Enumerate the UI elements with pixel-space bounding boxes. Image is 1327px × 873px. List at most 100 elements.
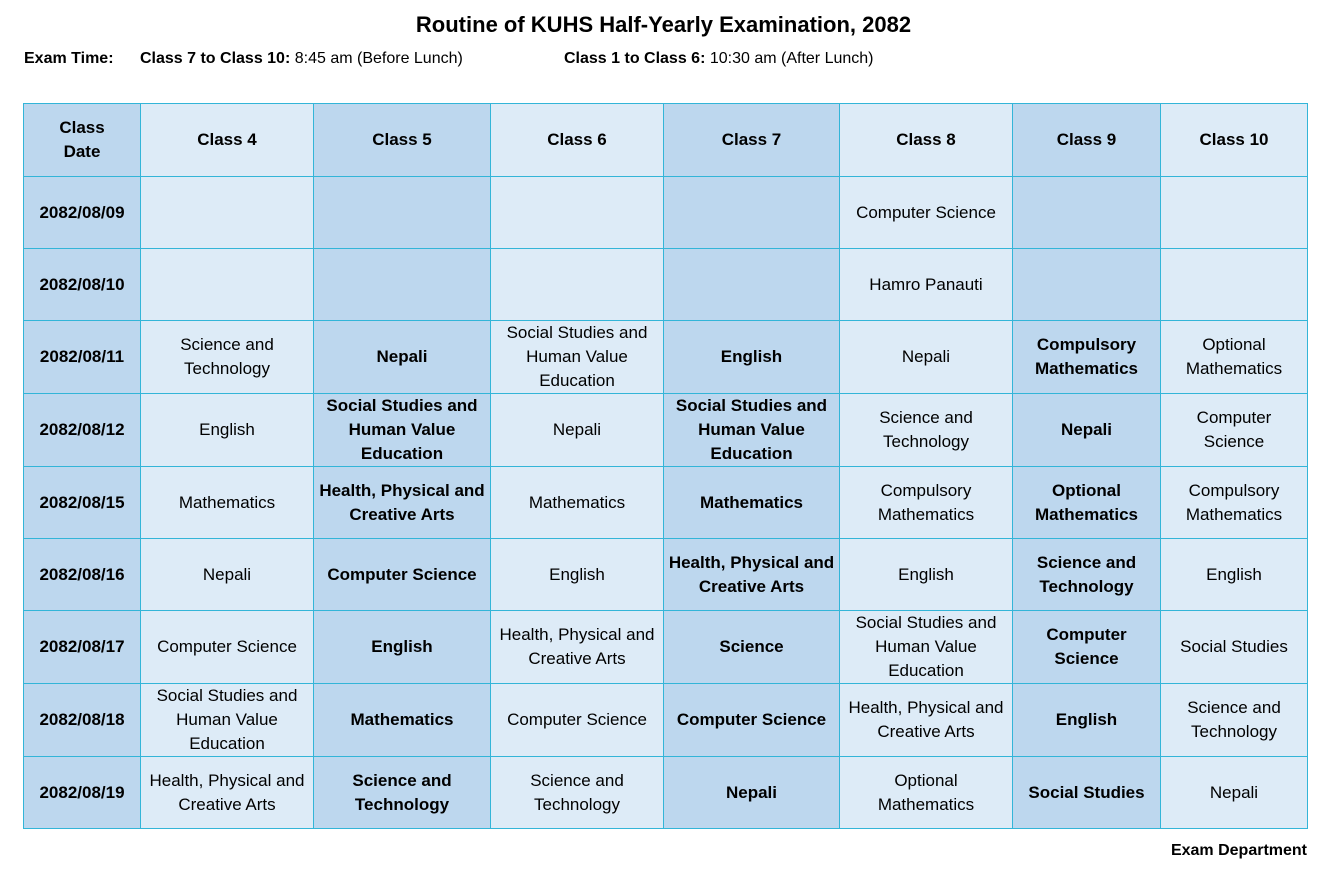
subject-cell: [140, 248, 314, 321]
corner-class: Class: [59, 118, 105, 137]
subject-cell: [490, 248, 664, 321]
subject-cell: Computer Science: [140, 610, 314, 684]
table-row: 2082/08/10 Hamro Panauti: [23, 248, 1308, 321]
group1-time: 8:45 am (Before Lunch): [294, 50, 463, 67]
subject-cell: [1160, 176, 1308, 249]
date-cell: 2082/08/10: [23, 248, 141, 321]
page-title: Routine of KUHS Half-Yearly Examination,…: [415, 12, 912, 37]
subject-cell: Nepali: [1160, 756, 1308, 829]
subject-cell: Computer Science: [1012, 610, 1161, 684]
subject-cell: English: [490, 538, 664, 611]
subject-cell: [663, 176, 840, 249]
subject-cell: Science: [663, 610, 840, 684]
group2-label: Class 1 to Class 6:: [564, 50, 706, 67]
date-cell: 2082/08/11: [23, 320, 141, 394]
subject-cell: Computer Science: [313, 538, 491, 611]
subject-cell: Optional Mathematics: [1160, 320, 1308, 394]
subject-cell: [490, 176, 664, 249]
subject-cell: [140, 176, 314, 249]
group2-time: 10:30 am (After Lunch): [709, 50, 874, 67]
exam-time-label: Exam Time:: [24, 50, 114, 67]
subject-cell: Computer Science: [1160, 393, 1308, 467]
subject-cell: Science and Technology: [140, 320, 314, 394]
subject-cell: Health, Physical and Creative Arts: [490, 610, 664, 684]
subject-cell: Science and Technology: [313, 756, 491, 829]
subject-cell: Social Studies and Human Value Education: [663, 393, 840, 467]
subject-cell: Health, Physical and Creative Arts: [140, 756, 314, 829]
subject-cell: English: [839, 538, 1013, 611]
subject-cell: Optional Mathematics: [839, 756, 1013, 829]
subject-cell: Science and Technology: [839, 393, 1013, 467]
subject-cell: Compulsory Mathematics: [839, 466, 1013, 539]
table-row: 2082/08/18 Social Studies and Human Value…: [23, 683, 1308, 757]
subject-cell: [1012, 248, 1161, 321]
date-cell: 2082/08/16: [23, 538, 141, 611]
subject-cell: Computer Science: [839, 176, 1013, 249]
subject-cell: [1160, 248, 1308, 321]
subject-cell: English: [1012, 683, 1161, 757]
subject-cell: Social Studies: [1160, 610, 1308, 684]
subject-cell: Optional Mathematics: [1012, 466, 1161, 539]
subject-cell: Mathematics: [663, 466, 840, 539]
subject-cell: English: [663, 320, 840, 394]
date-cell: 2082/08/17: [23, 610, 141, 684]
subject-cell: Compulsory Mathematics: [1160, 466, 1308, 539]
subject-cell: Mathematics: [490, 466, 664, 539]
subject-cell: Nepali: [313, 320, 491, 394]
subject-cell: Mathematics: [313, 683, 491, 757]
group1-label: Class 7 to Class 10:: [139, 50, 291, 67]
subject-cell: Social Studies: [1012, 756, 1161, 829]
subject-cell: Hamro Panauti: [839, 248, 1013, 321]
column-header: Class 6: [490, 103, 664, 177]
column-header: Class 10: [1160, 103, 1308, 177]
column-header: Class 4: [140, 103, 314, 177]
subject-cell: English: [313, 610, 491, 684]
subject-cell: [313, 248, 491, 321]
date-cell: 2082/08/12: [23, 393, 141, 467]
subject-cell: Nepali: [490, 393, 664, 467]
subject-cell: Social Studies and Human Value Education: [839, 610, 1013, 684]
subject-cell: Health, Physical and Creative Arts: [839, 683, 1013, 757]
subject-cell: English: [140, 393, 314, 467]
table-row: 2082/08/16 Nepali Computer Science English H…: [23, 538, 1308, 611]
exam-time: Exam Time: Class 7 to Class 10: 8:45 am …: [24, 50, 874, 68]
subject-cell: Nepali: [140, 538, 314, 611]
table-row: 2082/08/15 Mathematics Health, Physical an…: [23, 466, 1308, 539]
subject-cell: Social Studies and Human Value Education: [140, 683, 314, 757]
column-header: Class 8: [839, 103, 1013, 177]
subject-cell: Mathematics: [140, 466, 314, 539]
column-header: Class 5: [313, 103, 491, 177]
header-class-date: Class Date: [23, 103, 141, 177]
subject-cell: Science and Technology: [1160, 683, 1308, 757]
subject-cell: Computer Science: [490, 683, 664, 757]
subject-cell: Science and Technology: [1012, 538, 1161, 611]
table-row: 2082/08/09 Computer Science: [23, 176, 1308, 249]
subject-cell: Social Studies and Human Value Education: [313, 393, 491, 467]
column-header: Class 9: [1012, 103, 1161, 177]
date-cell: 2082/08/18: [23, 683, 141, 757]
table-row: 2082/08/11 Science and Technology Nepali So…: [23, 320, 1308, 394]
subject-cell: Health, Physical and Creative Arts: [313, 466, 491, 539]
table-row: 2082/08/19 Health, Physical and Creative …: [23, 756, 1308, 829]
subject-cell: Social Studies and Human Value Education: [490, 320, 664, 394]
subject-cell: [663, 248, 840, 321]
date-cell: 2082/08/15: [23, 466, 141, 539]
subject-cell: Nepali: [1012, 393, 1161, 467]
table-row: 2082/08/17 Computer Science English Health,…: [23, 610, 1308, 684]
date-cell: 2082/08/09: [23, 176, 141, 249]
subject-cell: Nepali: [839, 320, 1013, 394]
subject-cell: [313, 176, 491, 249]
table-row: 2082/08/12 English Social Studies and Huma…: [23, 393, 1308, 467]
date-cell: 2082/08/19: [23, 756, 141, 829]
subject-cell: [1012, 176, 1161, 249]
footer-signature: Exam Department: [1170, 842, 1307, 859]
column-header: Class 7: [663, 103, 840, 177]
subject-cell: Science and Technology: [490, 756, 664, 829]
subject-cell: Compulsory Mathematics: [1012, 320, 1161, 394]
subject-cell: Health, Physical and Creative Arts: [663, 538, 840, 611]
subject-cell: Computer Science: [663, 683, 840, 757]
subject-cell: Nepali: [663, 756, 840, 829]
routine-table: Class Date Class 4 Class 5 Class 6 Class 7 Cla…: [23, 103, 1308, 829]
subject-cell: English: [1160, 538, 1308, 611]
corner-date: Date: [63, 142, 101, 161]
